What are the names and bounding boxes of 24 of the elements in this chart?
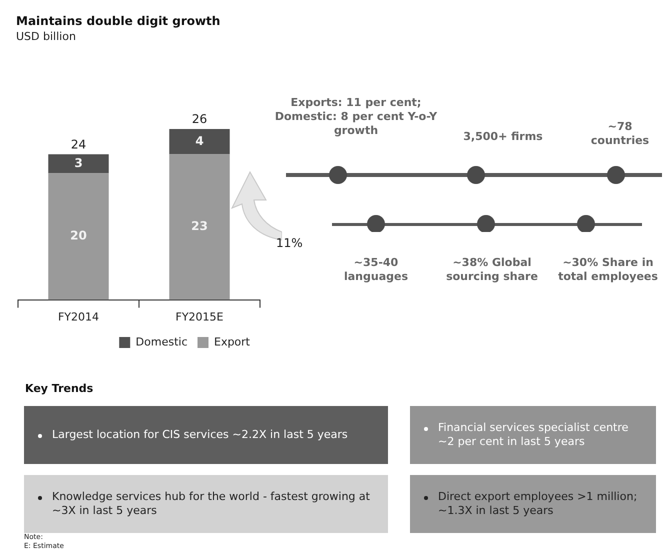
text: ~38% Global sourcing share <box>446 256 538 283</box>
total-label: 24 <box>70 137 86 152</box>
text: Financial services specialist centre ~2 per cent in last 5 years <box>438 421 630 449</box>
legend-label: Domestic <box>136 335 188 348</box>
text: ~35-40 languages <box>344 256 408 283</box>
total-label: 26 <box>192 112 208 126</box>
text: Key Trends <box>25 382 94 395</box>
data-label: 20 <box>70 228 87 243</box>
text: ~30% Share in total employees <box>558 256 658 283</box>
text: Exports: 11 per cent; Domestic: 8 per cent Y-o-Y growth <box>274 96 438 136</box>
text: Largest location for CIS services ~2.2X in last 5 years <box>52 428 348 442</box>
chart-subtitle: USD billion <box>16 30 76 43</box>
text: 3,500+ firms <box>463 130 543 143</box>
chart-title: Maintains double digit growth <box>16 14 220 28</box>
data-label: 23 <box>191 219 208 234</box>
text: Direct export employees >1 million; ~1.3X in last 5 years <box>438 490 638 518</box>
data-label: 3 <box>74 156 83 170</box>
text: Knowledge services hub for the world - fastest growing at ~3X in last 5 years <box>52 490 371 518</box>
text: ~78 countries <box>590 120 650 147</box>
text: 11% <box>276 236 303 250</box>
legend-label: Export <box>214 335 251 348</box>
x-tick-label: FY2015E <box>176 310 224 324</box>
data-label: 4 <box>195 134 204 148</box>
x-tick-label: FY2014 <box>58 310 100 324</box>
